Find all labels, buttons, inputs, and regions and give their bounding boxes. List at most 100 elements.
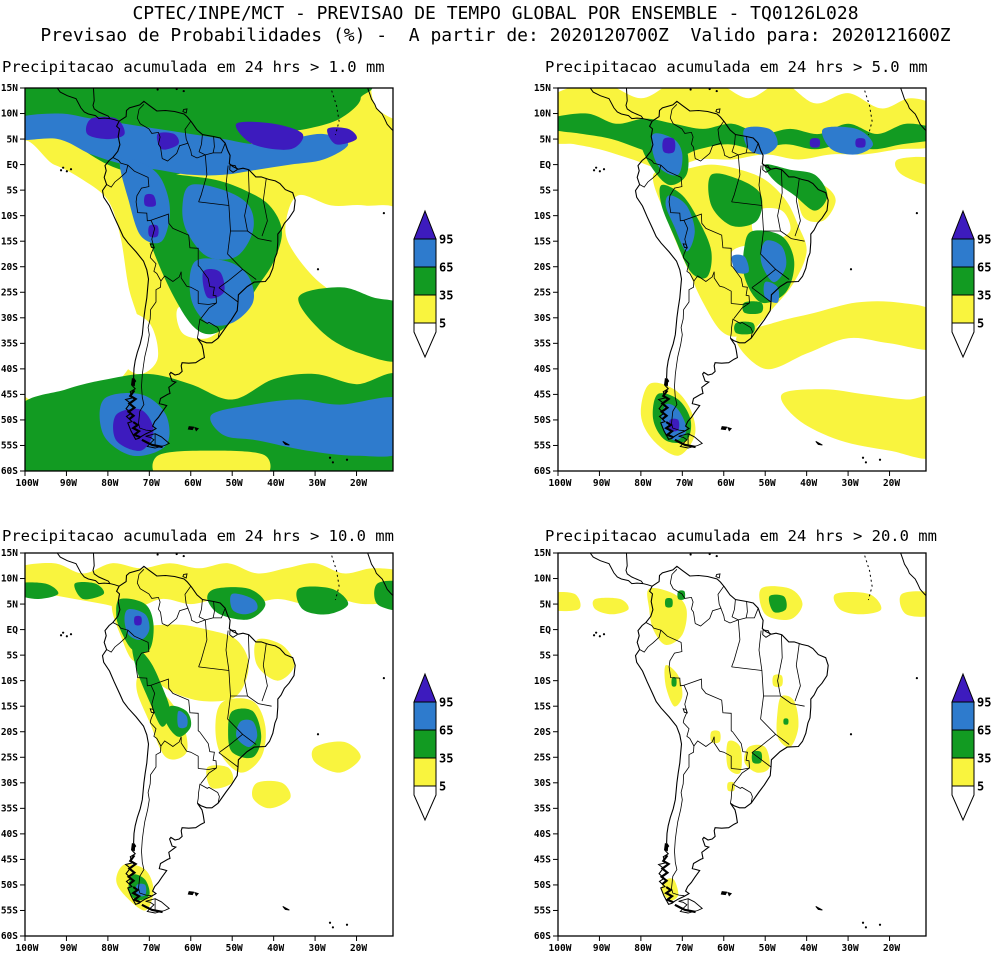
small-island-dot bbox=[156, 553, 159, 556]
lat-tick-label: 35S bbox=[534, 804, 551, 815]
colorbar-label: 65 bbox=[439, 724, 453, 738]
country-border bbox=[713, 271, 732, 304]
lat-tick-label: 20S bbox=[1, 262, 18, 273]
country-border bbox=[645, 622, 661, 631]
island-outline bbox=[664, 377, 669, 387]
base-probability-field bbox=[558, 553, 926, 936]
lat-tick-label: EQ bbox=[540, 625, 552, 636]
coastline bbox=[634, 100, 829, 440]
small-island-dot bbox=[316, 268, 320, 271]
coastline bbox=[634, 565, 829, 905]
country-border bbox=[106, 630, 129, 653]
probability-region-5-35 bbox=[558, 591, 581, 612]
probability-region-5-35 bbox=[152, 450, 271, 471]
country-border bbox=[244, 634, 250, 697]
small-island-dot bbox=[598, 635, 601, 638]
map-frame bbox=[557, 87, 927, 472]
coastline bbox=[92, 553, 120, 587]
lat-tick-label: 55S bbox=[1, 441, 18, 452]
fjord-coast bbox=[131, 886, 142, 904]
small-island-dot bbox=[602, 633, 606, 636]
lat-tick-label: 30S bbox=[534, 778, 551, 789]
lat-tick-label: 15N bbox=[1, 548, 18, 559]
small-island-dot bbox=[331, 461, 335, 464]
country-border bbox=[732, 266, 750, 304]
map-gt-5mm: 15N 10N 5N EQ 5S 10S 15S 20S 25S 30S 35S 40S 45S 50S 5… bbox=[534, 83, 927, 489]
country-border bbox=[645, 157, 661, 166]
fjord-coast bbox=[131, 421, 142, 439]
probability-region-gt95 bbox=[327, 127, 357, 145]
lon-tick-label: 90W bbox=[60, 943, 77, 954]
probability-region-65-95 bbox=[236, 719, 258, 748]
map-frame bbox=[557, 552, 927, 937]
country-border bbox=[136, 104, 163, 159]
colorbar-label: 65 bbox=[977, 724, 991, 738]
lon-tick-label: 30W bbox=[842, 943, 859, 954]
small-island-dot bbox=[864, 926, 868, 929]
country-border bbox=[682, 257, 695, 282]
country-border bbox=[751, 287, 772, 303]
lat-tick-label: EQ bbox=[7, 160, 19, 171]
island-outline bbox=[131, 377, 136, 387]
country-border bbox=[198, 619, 208, 668]
coastline bbox=[900, 553, 926, 597]
probability-region-35-65 bbox=[296, 586, 349, 615]
small-island-dot bbox=[602, 168, 606, 171]
lat-tick-label: 35S bbox=[1, 804, 18, 815]
colorbar-label: 35 bbox=[439, 752, 453, 766]
country-border bbox=[671, 745, 695, 897]
lat-tick-label: 5N bbox=[7, 134, 19, 145]
country-border bbox=[751, 268, 776, 289]
lat-tick-label: 55S bbox=[534, 441, 551, 452]
lat-tick-label: 25S bbox=[1, 287, 18, 298]
small-island-dot bbox=[382, 212, 385, 215]
lon-tick-label: 100W bbox=[549, 943, 572, 954]
probability-region-35-65 bbox=[671, 677, 677, 687]
lat-tick-label: 60S bbox=[534, 931, 551, 942]
country-border bbox=[200, 302, 217, 320]
lat-tick-label: 15N bbox=[534, 83, 551, 94]
country-border bbox=[150, 678, 201, 733]
country-border bbox=[639, 165, 662, 188]
small-island-dot bbox=[592, 634, 596, 637]
lon-tick-label: 90W bbox=[593, 943, 610, 954]
probability-region-gt95 bbox=[144, 193, 157, 207]
lon-tick-label: 80W bbox=[634, 943, 651, 954]
country-border bbox=[247, 230, 272, 242]
subtitle: Previsao de Probabilidades (%) - A parti… bbox=[40, 25, 951, 46]
lon-tick-label: 60W bbox=[717, 943, 734, 954]
country-border bbox=[669, 104, 696, 159]
probability-region-35-65 bbox=[298, 287, 393, 362]
small-island-dot bbox=[849, 733, 853, 736]
colorbar-label: 35 bbox=[439, 289, 453, 303]
coastline bbox=[589, 553, 644, 585]
small-island-dot bbox=[65, 170, 68, 173]
country-border bbox=[751, 733, 776, 754]
map-field bbox=[558, 88, 926, 471]
lat-tick-label: 10N bbox=[1, 574, 18, 585]
probability-region-5-35 bbox=[592, 597, 629, 615]
lat-tick-label: 10S bbox=[1, 676, 18, 687]
lat-tick-label: 35S bbox=[1, 339, 18, 350]
probability-region-5-35 bbox=[206, 765, 234, 789]
colorbar-label: 95 bbox=[977, 696, 991, 710]
country-border bbox=[247, 695, 272, 707]
island-outline bbox=[131, 842, 136, 852]
fjord-coast bbox=[659, 389, 671, 421]
country-border bbox=[713, 736, 732, 769]
small-island-dot bbox=[715, 554, 718, 558]
small-island-dot bbox=[156, 88, 159, 91]
country-border bbox=[225, 165, 231, 232]
map-frame bbox=[24, 87, 394, 472]
lon-tick-label: 20W bbox=[883, 943, 900, 954]
probability-region-gt95 bbox=[235, 121, 304, 150]
country-border bbox=[149, 257, 162, 282]
lon-tick-label: 100W bbox=[549, 478, 572, 489]
small-island-dot bbox=[595, 631, 598, 634]
country-border bbox=[199, 731, 217, 769]
lat-tick-label: EQ bbox=[7, 625, 19, 636]
lat-tick-label: 45S bbox=[534, 390, 551, 401]
probability-colorbar: 95 65 35 5 bbox=[413, 209, 453, 359]
country-border bbox=[760, 695, 790, 745]
lon-tick-label: 80W bbox=[101, 478, 118, 489]
